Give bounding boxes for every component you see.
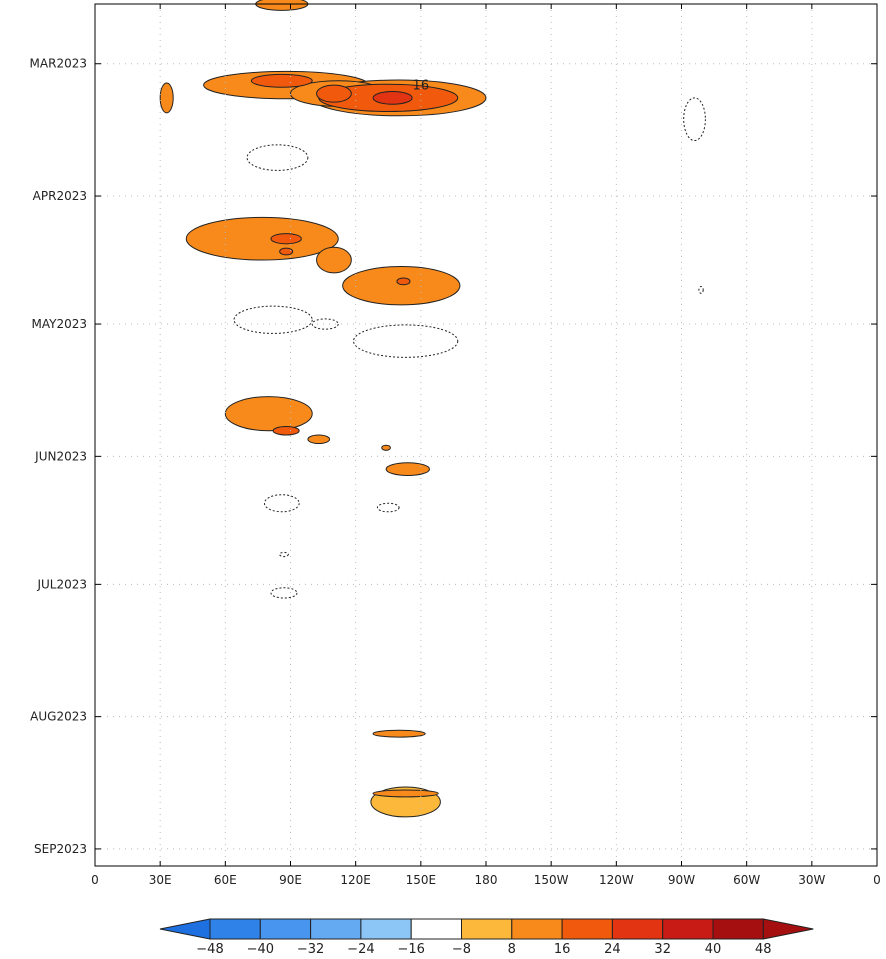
x-tick-label-5: 150E [406, 873, 437, 887]
positive-anomaly-region-0 [255, 0, 309, 11]
colorbar-extend-high [762, 918, 814, 940]
colorbar-box-1 [259, 918, 312, 940]
colorbar-extend-low [159, 918, 211, 940]
colorbar-label-4: −16 [397, 942, 424, 957]
positive-anomaly-region-22 [307, 434, 331, 445]
colorbar-label-3: −24 [347, 942, 374, 957]
colorbar-label-8: 24 [604, 942, 621, 957]
negative-anomaly-region-26 [263, 494, 300, 513]
positive-anomaly-region-16 [396, 277, 411, 286]
colorbar-label-5: −8 [452, 942, 471, 957]
x-axis: 0 30E 60E 90E 120E 150E 180 150W 120W 90W 60W 30W 0 [91, 4, 881, 887]
x-tick-label-0: 0 [91, 873, 99, 887]
colorbar-label-1: −40 [247, 942, 274, 957]
colorbar-label-7: 16 [554, 942, 571, 957]
contour-features [159, 0, 706, 818]
positive-anomaly-region-25 [385, 462, 431, 477]
positive-anomaly-region-24 [381, 444, 391, 451]
x-tick-label-4: 120E [340, 873, 371, 887]
positive-anomaly-region-13 [270, 233, 302, 245]
colorbar-label-2: −32 [297, 942, 324, 957]
negative-anomaly-region-28 [279, 551, 289, 558]
contour-label-0: 16 [413, 78, 430, 93]
colorbar-label-9: 32 [654, 942, 671, 957]
colorbar-box-9 [662, 918, 714, 940]
x-tick-label-6: 180 [475, 873, 498, 887]
colorbar-box-5 [461, 918, 513, 940]
positive-anomaly-region-4 [250, 73, 313, 88]
grid [95, 4, 877, 866]
x-tick-label-1: 30E [149, 873, 172, 887]
positive-anomaly-region-6 [316, 84, 352, 103]
x-tick-label-2: 60E [214, 873, 237, 887]
y-tick-label-6: SEP2023 [34, 842, 87, 856]
positive-anomaly-region-8 [159, 82, 174, 114]
negative-anomaly-region-10 [683, 97, 706, 142]
y-tick-label-3: JUN2023 [34, 449, 87, 463]
positive-anomaly-region-11 [185, 216, 339, 261]
positive-anomaly-region-32 [372, 789, 439, 798]
colorbar-box-4 [410, 918, 463, 940]
positive-anomaly-region-15 [342, 265, 461, 306]
colorbar-label-0: −48 [196, 942, 223, 957]
negative-anomaly-region-20 [698, 285, 704, 294]
x-tick-label-9: 90W [668, 873, 695, 887]
x-tick-label-3: 90E [279, 873, 302, 887]
colorbar-box-8 [611, 918, 664, 940]
positive-anomaly-region-23 [272, 425, 300, 436]
x-tick-label-11: 30W [798, 873, 825, 887]
y-tick-label-1: APR2023 [33, 189, 87, 203]
positive-anomaly-region-14 [279, 247, 294, 256]
y-tick-label-0: MAR2023 [30, 57, 87, 71]
negative-anomaly-region-17 [233, 305, 313, 334]
colorbar-label-11: 48 [755, 942, 772, 957]
negative-anomaly-region-29 [270, 587, 298, 599]
x-tick-label-7: 150W [534, 873, 569, 887]
positive-anomaly-region-21 [224, 396, 313, 432]
colorbar-label-6: 8 [508, 942, 516, 957]
negative-anomaly-region-18 [311, 318, 339, 330]
positive-anomaly-region-7 [372, 90, 413, 105]
y-tick-label-5: AUG2023 [30, 710, 87, 724]
colorbar-box-2 [310, 918, 362, 940]
positive-anomaly-region-30 [372, 729, 426, 738]
y-tick-label-4: JUL2023 [36, 577, 87, 591]
colorbar-box-10 [712, 918, 764, 940]
colorbar-box-7 [561, 918, 613, 940]
negative-anomaly-region-27 [376, 502, 400, 513]
negative-anomaly-region-9 [246, 144, 309, 171]
colorbar-box-3 [360, 918, 412, 940]
contour-labels: 16 [413, 78, 430, 93]
colorbar-label-10: 40 [705, 942, 722, 957]
positive-anomaly-region-12 [316, 246, 352, 274]
colorbar: −48 −40 −32 −24 −16 −8 8 16 24 32 40 48 [159, 918, 814, 957]
colorbar-box-6 [511, 918, 563, 940]
y-tick-label-2: MAY2023 [32, 317, 88, 331]
x-tick-label-12: 0 [873, 873, 881, 887]
x-tick-label-10: 60W [733, 873, 760, 887]
y-axis: MAR2023 APR2023 MAY2023 JUN2023 JUL2023 AUG20… [30, 57, 877, 856]
x-tick-label-8: 120W [599, 873, 634, 887]
colorbar-box-0 [209, 918, 261, 940]
negative-anomaly-region-19 [352, 324, 459, 358]
